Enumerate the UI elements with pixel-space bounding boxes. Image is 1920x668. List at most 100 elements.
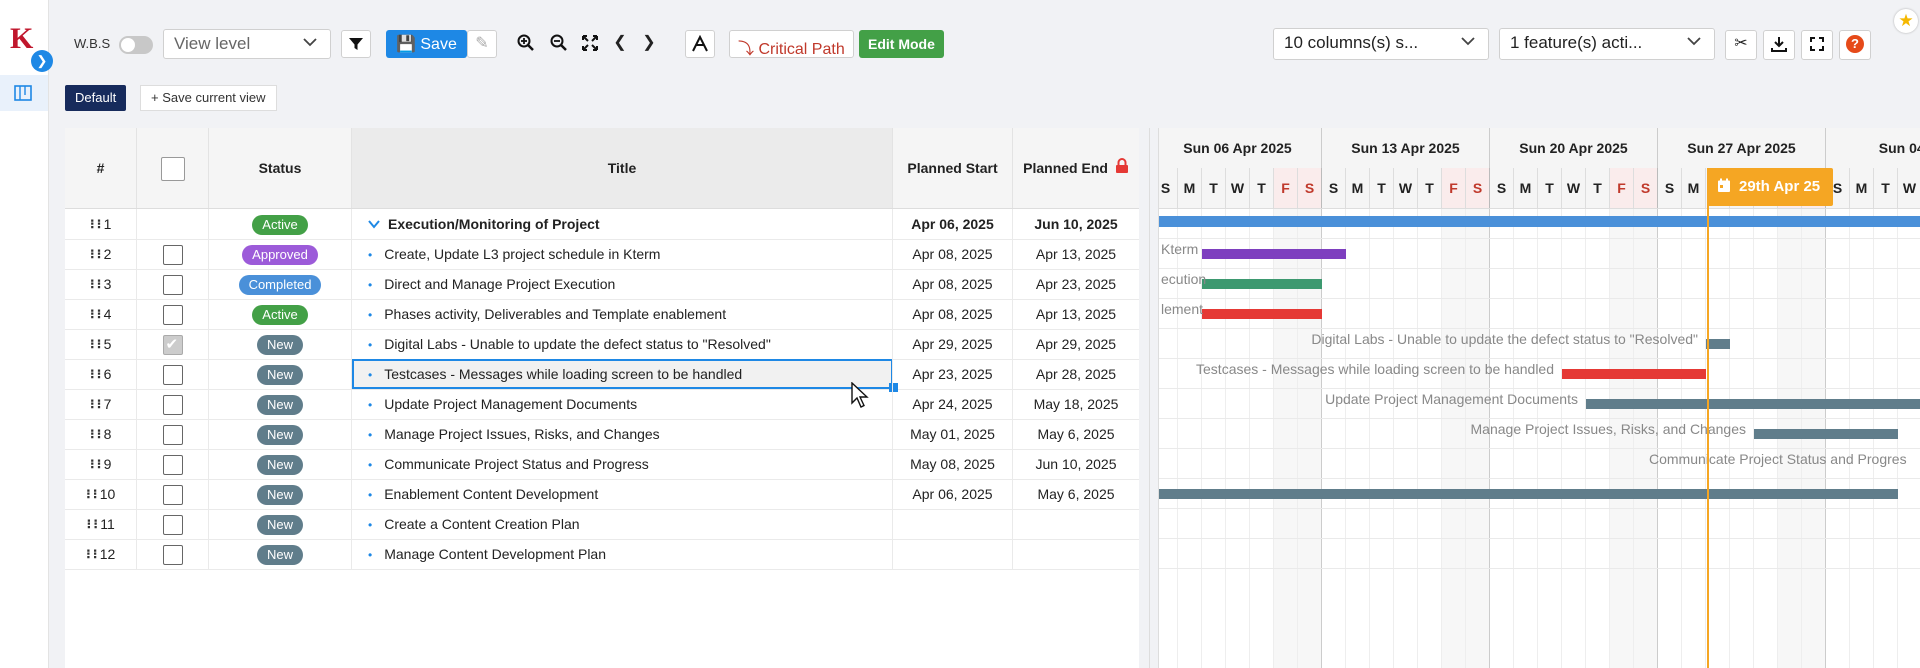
table-row[interactable]: ⠇⠇2 Approved • Create, Update L3 project sc… [65, 239, 1139, 270]
title-cell[interactable]: • Phases activity, Deliverables and Templ… [352, 299, 893, 329]
wbs-toggle[interactable] [119, 36, 153, 54]
table-row[interactable]: ⠇⠇11 New • Create a Content Creation Plan [65, 509, 1139, 540]
col-header-end[interactable]: Planned End [1013, 128, 1139, 208]
table-row[interactable]: ⠇⠇8 New • Manage Project Issues, Risks, and… [65, 419, 1139, 450]
row-checkbox[interactable] [162, 425, 183, 446]
planned-start-cell[interactable] [893, 539, 1013, 569]
title-cell[interactable]: • Testcases - Messages while loading scre… [352, 359, 893, 389]
status-badge[interactable]: Approved [242, 245, 318, 266]
filter-icon[interactable] [341, 30, 371, 58]
table-row[interactable]: ⠇⠇10 New • Enablement Content Development Ap… [65, 479, 1139, 510]
default-view-button[interactable]: Default [65, 85, 127, 111]
planned-end-cell[interactable]: Jun 10, 2025 [1034, 216, 1118, 232]
auto-schedule-icon[interactable] [685, 30, 715, 58]
planned-start-cell[interactable]: Apr 23, 2025 [893, 359, 1013, 389]
planned-end-cell[interactable]: Apr 13, 2025 [1035, 246, 1117, 262]
planned-start-cell[interactable] [893, 509, 1013, 539]
save-button[interactable]: 💾 Save [386, 30, 467, 58]
title-cell[interactable]: • Communicate Project Status and Progress [352, 449, 893, 479]
planned-start-cell[interactable]: Apr 06, 2025 [893, 209, 1013, 239]
fill-handle[interactable] [889, 383, 898, 392]
status-badge[interactable]: New [256, 545, 303, 566]
status-badge[interactable]: Active [252, 305, 308, 326]
view-level-select[interactable]: View level [163, 29, 331, 59]
chevron-right-icon[interactable]: ❯ [31, 50, 53, 72]
planned-end-cell[interactable]: Apr 13, 2025 [1035, 306, 1117, 322]
table-row[interactable]: ⠇⠇12 New • Manage Content Development Plan [65, 539, 1139, 570]
planned-end-cell[interactable]: Apr 29, 2025 [1035, 336, 1117, 352]
status-badge[interactable]: Active [252, 215, 308, 236]
status-badge[interactable]: New [256, 515, 303, 536]
row-checkbox[interactable] [162, 245, 183, 266]
features-select[interactable]: 1 feature(s) acti... [1499, 28, 1715, 60]
drag-handle-icon[interactable]: ⠇⠇ [89, 218, 106, 232]
row-checkbox[interactable] [162, 365, 183, 386]
drag-handle-icon[interactable]: ⠇⠇ [89, 368, 106, 382]
status-badge[interactable]: New [256, 485, 303, 506]
col-header-select[interactable] [137, 128, 209, 208]
status-badge[interactable]: New [256, 395, 303, 416]
drag-handle-icon[interactable]: ⠇⠇ [89, 398, 106, 412]
task-bar[interactable] [1202, 279, 1322, 289]
zoom-in-icon[interactable] [513, 30, 539, 58]
critical-path-button[interactable]: ⤵ Critical Path [729, 30, 854, 58]
drag-handle-icon[interactable]: ⠇⠇ [86, 518, 102, 532]
planned-end-cell[interactable]: Apr 28, 2025 [1035, 366, 1117, 382]
planned-end-cell[interactable]: Apr 23, 2025 [1035, 276, 1117, 292]
planned-start-cell[interactable]: Apr 08, 2025 [893, 299, 1013, 329]
row-checkbox[interactable] [162, 485, 183, 506]
planned-end-cell[interactable] [1013, 539, 1139, 569]
drag-handle-icon[interactable]: ⠇⠇ [89, 308, 106, 322]
download-icon[interactable] [1763, 30, 1795, 60]
fullscreen-icon[interactable] [1801, 30, 1833, 60]
edit-icon[interactable]: ✎ [467, 30, 497, 58]
planned-start-cell[interactable]: May 01, 2025 [893, 419, 1013, 449]
drag-handle-icon[interactable]: ⠇⠇ [89, 458, 106, 472]
row-checkbox[interactable] [162, 455, 183, 476]
col-header-num[interactable]: # [65, 128, 137, 208]
drag-handle-icon[interactable]: ⠇⠇ [89, 278, 106, 292]
fit-icon[interactable] [577, 30, 603, 58]
title-cell[interactable]: • Manage Project Issues, Risks, and Chang… [352, 419, 893, 449]
prev-icon[interactable]: ❮ [613, 34, 627, 51]
edit-mode-button[interactable]: Edit Mode [859, 30, 944, 58]
title-cell[interactable]: • Manage Content Development Plan [352, 539, 893, 569]
select-all-checkbox[interactable] [160, 157, 185, 182]
row-checkbox[interactable] [162, 515, 183, 536]
planned-end-cell[interactable]: Jun 10, 2025 [1035, 456, 1117, 472]
status-badge[interactable]: New [256, 365, 303, 386]
task-bar[interactable] [1202, 309, 1322, 319]
planned-start-cell[interactable]: Apr 08, 2025 [893, 239, 1013, 269]
title-cell[interactable]: • Create a Content Creation Plan [352, 509, 893, 539]
title-cell[interactable]: • Update Project Management Documents [352, 389, 893, 419]
drag-handle-icon[interactable]: ⠇⠇ [85, 488, 102, 502]
row-checkbox[interactable] [162, 330, 183, 359]
row-checkbox[interactable] [162, 305, 183, 326]
star-icon[interactable]: ★ [1894, 9, 1918, 33]
planned-start-cell[interactable]: Apr 06, 2025 [893, 479, 1013, 509]
drag-handle-icon[interactable]: ⠇⠇ [85, 548, 102, 562]
planned-end-cell[interactable]: May 6, 2025 [1037, 486, 1115, 502]
title-cell[interactable]: • Enablement Content Development [352, 479, 893, 509]
status-badge[interactable]: New [256, 455, 303, 476]
title-cell[interactable]: • Digital Labs - Unable to update the def… [352, 329, 893, 359]
title-cell[interactable]: Execution/Monitoring of Project [352, 209, 893, 239]
table-row[interactable]: ⠇⠇1 Active Execution/Monitoring of Project… [65, 209, 1139, 240]
next-icon[interactable]: ❯ [642, 34, 656, 51]
table-row[interactable]: ⠇⠇4 Active • Phases activity, Deliverables … [65, 299, 1139, 330]
planned-start-cell[interactable]: May 08, 2025 [893, 449, 1013, 479]
summary-bar[interactable] [1159, 216, 1920, 227]
drag-handle-icon[interactable]: ⠇⠇ [89, 338, 106, 352]
save-current-view-button[interactable]: + Save current view [140, 85, 277, 111]
help-icon[interactable]: ? [1839, 30, 1871, 60]
scissors-icon[interactable]: ✂ [1725, 30, 1757, 60]
col-header-title[interactable]: Title [352, 128, 893, 208]
caret-down-icon[interactable] [368, 209, 380, 239]
task-bar[interactable] [1586, 399, 1920, 409]
status-badge[interactable]: New [256, 335, 303, 356]
drag-handle-icon[interactable]: ⠇⠇ [89, 428, 106, 442]
drag-handle-icon[interactable]: ⠇⠇ [89, 248, 106, 262]
zoom-out-icon[interactable] [546, 30, 572, 58]
columns-select[interactable]: 10 columns(s) s... [1273, 28, 1489, 60]
task-bar[interactable] [1754, 429, 1898, 439]
